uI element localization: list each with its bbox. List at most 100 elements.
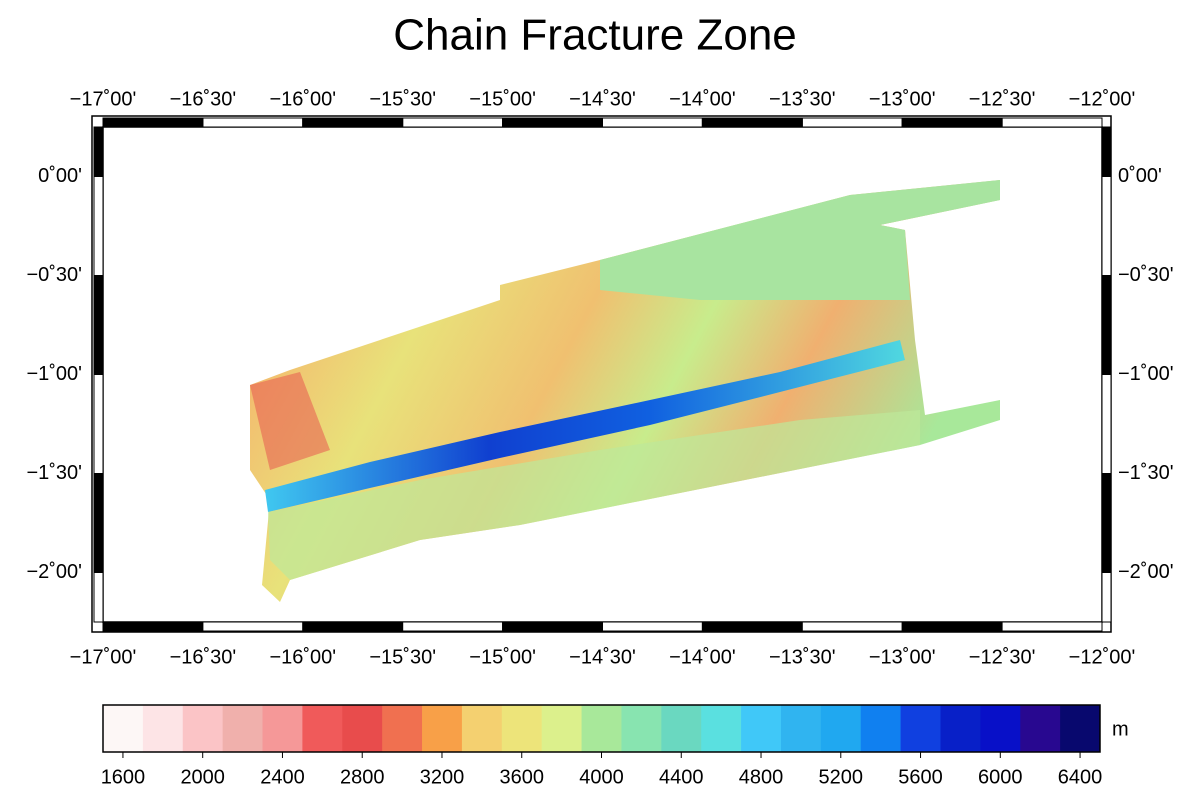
colorbar-segment (1060, 705, 1100, 752)
colorbar-segment (382, 705, 422, 752)
frame-band (1102, 177, 1111, 276)
frame-band (1102, 127, 1111, 177)
colorbar-label: 4400 (659, 766, 704, 788)
lon-label-bottom: −16˚00' (269, 646, 336, 668)
colorbar-segment (183, 705, 223, 752)
colorbar-segment (342, 705, 382, 752)
lon-label-bottom: −15˚30' (369, 646, 436, 668)
lat-label-right: −1˚00' (1118, 363, 1174, 385)
lon-label-bottom: −13˚30' (769, 646, 836, 668)
lon-label-bottom: −14˚30' (569, 646, 636, 668)
colorbar-segment (901, 705, 941, 752)
colorbar-segment (103, 705, 143, 752)
frame-band (702, 118, 802, 127)
colorbar-label: 3600 (499, 766, 544, 788)
lat-label-left: −1˚00' (26, 363, 82, 385)
colorbar-label: 5600 (898, 766, 943, 788)
page: {"title": "Chain Fracture Zone", "map": … (0, 0, 1202, 796)
frame-band (103, 622, 203, 631)
lon-label-top: −16˚30' (170, 88, 237, 110)
frame-band (403, 622, 503, 631)
lon-label-top: −14˚30' (569, 88, 636, 110)
lat-label-right: −2˚00' (1118, 561, 1174, 583)
frame-band (802, 118, 902, 127)
lon-label-top: −15˚00' (469, 88, 536, 110)
map-title: Chain Fracture Zone (393, 11, 797, 60)
frame-band (702, 622, 802, 631)
colorbar-segment (542, 705, 582, 752)
lon-label-top: −12˚00' (1069, 88, 1136, 110)
frame-band (902, 118, 1002, 127)
lon-label-bottom: −12˚00' (1069, 646, 1136, 668)
lat-label-right: −1˚30' (1118, 462, 1174, 484)
frame-band (94, 573, 103, 623)
frame-band (103, 118, 203, 127)
colorbar-segment (980, 705, 1020, 752)
figure: Chain Fracture Zone m −17˚00' −17˚00' −16˚… (0, 0, 1202, 796)
colorbar-label: 2800 (340, 766, 385, 788)
lon-label-top: −12˚30' (969, 88, 1036, 110)
lat-label-left: −0˚30' (26, 264, 82, 286)
lon-label-top: −13˚00' (869, 88, 936, 110)
colorbar-segment (582, 705, 622, 752)
lon-label-top: −17˚00' (70, 88, 137, 110)
upper-swath (600, 180, 1000, 300)
colorbar-label: 2000 (180, 766, 225, 788)
lon-label-bottom: −15˚00' (469, 646, 536, 668)
colorbar-label: 1600 (101, 766, 146, 788)
colorbar-label: 6000 (978, 766, 1023, 788)
colorbar-segment (741, 705, 781, 752)
colorbar-unit: m (1112, 718, 1129, 740)
frame-band (303, 622, 403, 631)
colorbar-segment (621, 705, 661, 752)
lon-label-top: −13˚30' (769, 88, 836, 110)
lon-label-bottom: −12˚30' (969, 646, 1036, 668)
frame-band (902, 622, 1002, 631)
lat-label-left: −2˚00' (26, 561, 82, 583)
colorbar-segment (861, 705, 901, 752)
colorbar-label: 3200 (420, 766, 465, 788)
colorbar-label: 5200 (819, 766, 864, 788)
lon-label-top: −16˚00' (269, 88, 336, 110)
colorbar-segment (462, 705, 502, 752)
frame-band (94, 177, 103, 276)
colorbar-segment (422, 705, 462, 752)
colorbar-segment (1020, 705, 1060, 752)
lon-label-top: −14˚00' (669, 88, 736, 110)
lon-label-bottom: −14˚00' (669, 646, 736, 668)
colorbar-segment (661, 705, 701, 752)
frame-band (603, 118, 703, 127)
frame-band (94, 474, 103, 573)
colorbar-segment (143, 705, 183, 752)
frame-band (203, 622, 303, 631)
lat-label-right: 0˚00' (1118, 165, 1162, 187)
lon-label-bottom: −13˚00' (869, 646, 936, 668)
frame-band (603, 622, 703, 631)
frame-band (94, 127, 103, 177)
colorbar-label: 4800 (739, 766, 784, 788)
frame-band (503, 622, 603, 631)
colorbar-label: 4000 (579, 766, 624, 788)
lon-label-bottom: −17˚00' (70, 646, 137, 668)
frame-band (94, 375, 103, 474)
lon-label-top: −15˚30' (369, 88, 436, 110)
colorbar-label: 6400 (1058, 766, 1103, 788)
frame-band (1102, 276, 1111, 375)
frame-band (303, 118, 403, 127)
colorbar-segment (223, 705, 263, 752)
frame-band (94, 276, 103, 375)
frame-band (403, 118, 503, 127)
frame-band (1002, 622, 1102, 631)
lon-label-bottom: −16˚30' (170, 646, 237, 668)
frame-band (1102, 474, 1111, 573)
lat-label-left: 0˚00' (38, 165, 82, 187)
frame-band (503, 118, 603, 127)
frame-band (802, 622, 902, 631)
colorbar-label: 2400 (260, 766, 305, 788)
colorbar-segment (502, 705, 542, 752)
frame-band (1102, 573, 1111, 623)
lat-label-right: −0˚30' (1118, 264, 1174, 286)
colorbar-segment (263, 705, 303, 752)
colorbar-segment (821, 705, 861, 752)
colorbar-segment (701, 705, 741, 752)
